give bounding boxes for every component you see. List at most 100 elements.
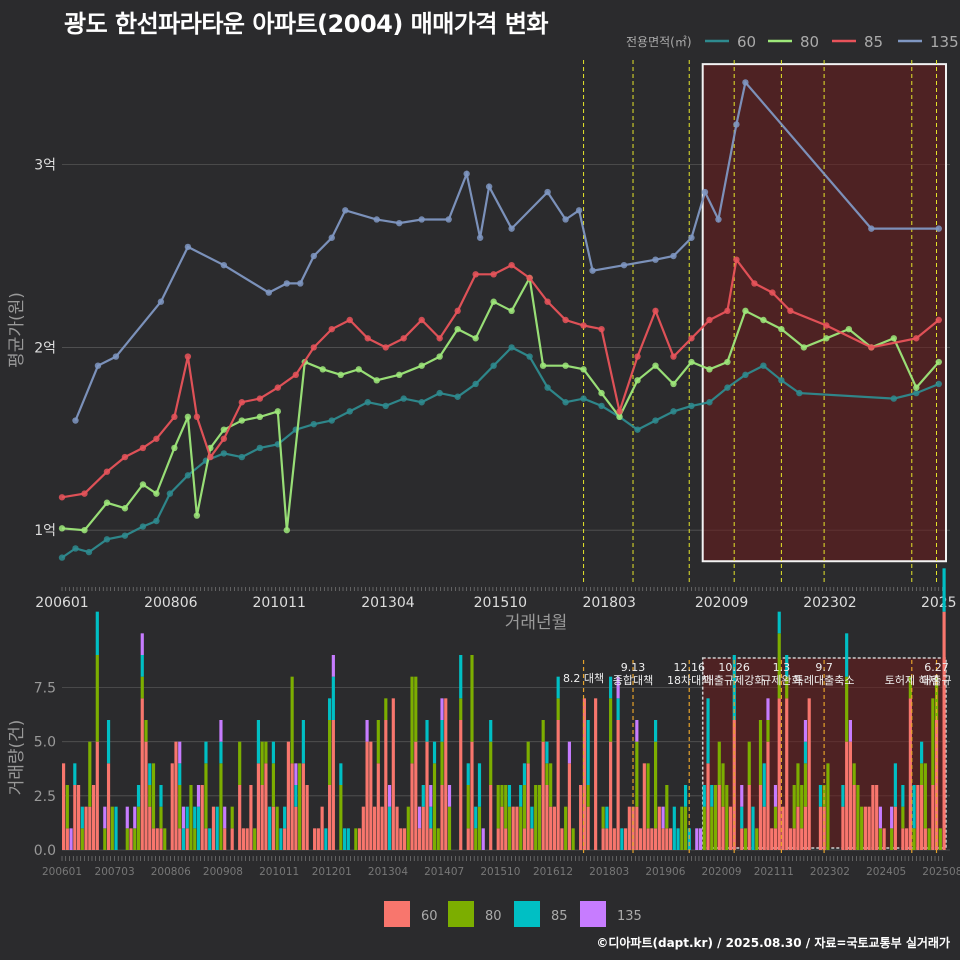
volume-bar-85: [159, 785, 163, 807]
volume-bar-60: [260, 785, 264, 850]
volume-bar-80: [339, 785, 343, 850]
data-point-85: [913, 335, 920, 342]
data-point-60: [220, 450, 228, 457]
volume-bar-85: [268, 806, 272, 850]
data-point-85: [121, 453, 129, 461]
data-point-135: [508, 225, 515, 232]
volume-bar-80: [440, 741, 444, 785]
volume-bar-85: [429, 806, 433, 829]
data-point-85: [171, 413, 178, 421]
data-point-80: [121, 505, 129, 512]
data-point-60: [238, 453, 246, 461]
y-axis-label: 평균가(원): [7, 292, 27, 368]
volume-bar-85: [507, 785, 512, 807]
volume-bar-60: [549, 806, 553, 850]
policy-annotation: 규제완화: [761, 674, 801, 687]
volume-bar-80: [65, 785, 69, 829]
volume-bar-80: [436, 828, 440, 850]
volume-bar-60: [777, 698, 781, 850]
legend-swatch-60: [384, 901, 410, 927]
data-point-135: [184, 243, 192, 251]
volume-bar-80: [785, 676, 789, 699]
volume-bar-80: [713, 785, 718, 850]
volume-bar-85: [710, 785, 714, 807]
volume-bar-60: [579, 785, 583, 850]
volume-bar-80: [507, 806, 512, 850]
x-tick-label: 200908: [203, 866, 243, 878]
volume-bar-60: [665, 828, 669, 850]
volume-bar-60: [88, 806, 92, 850]
data-point-85: [256, 395, 264, 402]
volume-bar-60: [758, 785, 763, 850]
volume-bar-60: [148, 806, 152, 850]
volume-bar-85: [421, 785, 425, 807]
volume-bar-60: [515, 806, 519, 850]
data-point-85: [364, 335, 371, 342]
data-point-80: [436, 353, 443, 360]
volume-bar-80: [931, 698, 935, 785]
volume-bar-135: [890, 806, 894, 829]
data-point-85: [153, 435, 160, 442]
volume-bar-60: [916, 785, 920, 850]
data-point-80: [283, 526, 291, 534]
data-point-60: [256, 444, 264, 452]
volume-bar-60: [545, 785, 549, 850]
volume-bar-60: [586, 806, 590, 850]
x-tick-label: 2025: [921, 595, 957, 611]
data-point-60: [436, 389, 443, 397]
data-point-60: [742, 371, 749, 379]
volume-bar-60: [762, 806, 766, 850]
volume-bar-135: [69, 828, 73, 850]
x-tick-label: 201011: [259, 866, 299, 878]
volume-bar-85: [687, 828, 691, 850]
volume-bar-60: [410, 763, 414, 850]
volume-bar-85: [676, 828, 680, 850]
volume-bar-60: [807, 698, 811, 850]
data-point-135: [328, 234, 335, 241]
volume-bar-85: [920, 741, 924, 764]
data-point-60: [153, 517, 160, 525]
volume-bar-80: [125, 828, 129, 850]
data-point-85: [193, 413, 201, 421]
volume-bar-80: [88, 741, 92, 807]
volume-bar-80: [148, 785, 152, 807]
data-point-85: [706, 316, 713, 324]
volume-bar-60: [151, 828, 156, 850]
volume-bar-60: [770, 828, 774, 850]
data-point-60: [472, 380, 479, 388]
volume-bar-60: [627, 806, 631, 850]
volume-bar-80: [522, 785, 527, 829]
volume-bar-80: [890, 828, 894, 850]
volume-bar-60: [271, 806, 275, 850]
data-point-85: [418, 316, 425, 324]
data-point-135: [701, 188, 709, 196]
volume-bar-80: [500, 785, 504, 807]
data-point-80: [472, 335, 479, 342]
volume-bar-85: [432, 741, 437, 764]
x-tick-label: 202302: [810, 866, 850, 878]
volume-bar-80: [845, 676, 849, 742]
volume-bar-60: [882, 828, 886, 850]
volume-bar-80: [654, 741, 658, 829]
volume-bar-85: [73, 763, 77, 785]
volume-bar-60: [721, 806, 725, 850]
data-point-85: [436, 335, 443, 342]
volume-bar-80: [710, 806, 714, 850]
data-point-80: [373, 377, 380, 384]
volume-bar-80: [204, 763, 208, 829]
volume-bar-60: [170, 763, 174, 850]
volume-bar-85: [114, 806, 118, 850]
volume-bar-60: [223, 828, 227, 850]
volume-bar-80: [717, 741, 721, 785]
volume-bar-135: [766, 698, 770, 720]
volume-bar-60: [908, 698, 912, 850]
volume-bar-60: [129, 828, 133, 850]
volume-bar-80: [80, 828, 84, 850]
data-point-80: [184, 413, 192, 421]
volume-bar-60: [361, 806, 365, 850]
volume-bar-60: [657, 806, 661, 850]
data-point-85: [274, 384, 282, 391]
volume-bar-85: [818, 785, 823, 807]
legend-top: 전용면적(㎡) 60 80 85 135: [626, 33, 959, 51]
